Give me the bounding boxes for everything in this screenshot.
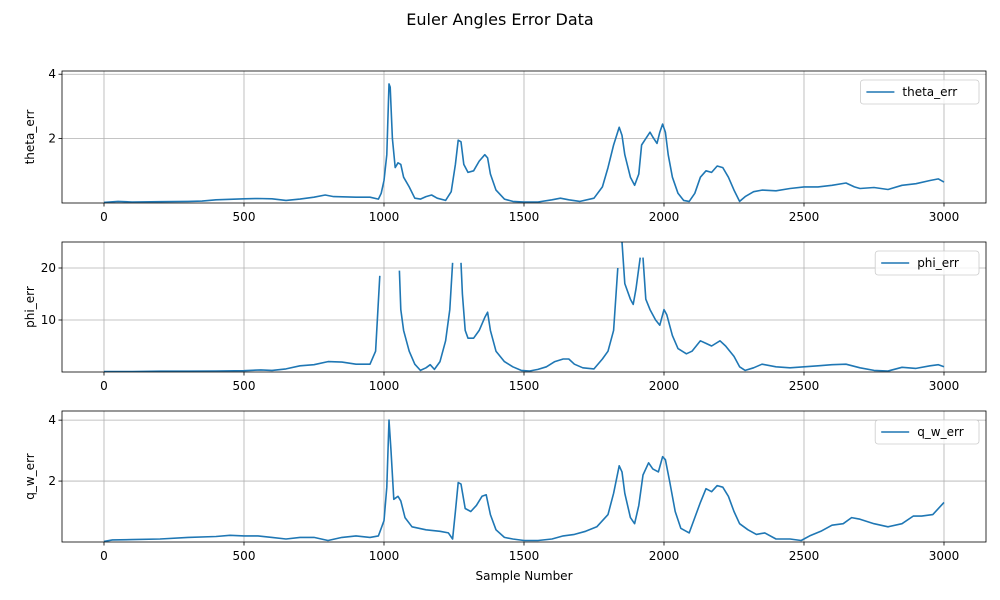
y-tick-label: 2 bbox=[48, 474, 56, 488]
y-axis-label: phi_err bbox=[23, 286, 37, 328]
legend-label: q_w_err bbox=[917, 425, 964, 439]
y-tick-label: 20 bbox=[41, 261, 56, 275]
x-tick-label: 500 bbox=[233, 379, 256, 393]
x-tick-label: 2000 bbox=[649, 210, 680, 224]
subplot-2: 0 500 1000 1500 2000 2500 3000 10 20 phi_err phi_e… bbox=[23, 241, 987, 393]
legend-label: theta_err bbox=[902, 85, 957, 99]
x-tick-label: 1500 bbox=[509, 379, 540, 393]
x-tick-label: 2000 bbox=[649, 379, 680, 393]
x-tick-label: 1000 bbox=[369, 210, 400, 224]
series-line-q_w_err bbox=[103, 419, 945, 542]
series-line-phi_err bbox=[104, 242, 945, 372]
x-axis-label: Sample Number bbox=[475, 569, 572, 583]
legend: theta_err bbox=[860, 79, 980, 105]
legend-box bbox=[860, 79, 980, 105]
x-tick-label: 500 bbox=[233, 549, 256, 563]
series-line-theta_err bbox=[103, 83, 945, 203]
y-axis-label: q_w_err bbox=[23, 453, 37, 500]
y-tick-label: 2 bbox=[48, 132, 56, 146]
x-tick-label: 0 bbox=[100, 210, 108, 224]
y-axis-label: theta_err bbox=[23, 110, 37, 165]
x-tick-label: 1000 bbox=[369, 379, 400, 393]
x-tick-label: 2500 bbox=[789, 210, 820, 224]
x-tick-label: 1000 bbox=[369, 549, 400, 563]
y-tick-label: 4 bbox=[48, 67, 56, 81]
x-tick-label: 0 bbox=[100, 549, 108, 563]
x-tick-label: 3000 bbox=[929, 210, 960, 224]
y-tick-label: 10 bbox=[41, 313, 56, 327]
legend: phi_err bbox=[874, 250, 980, 276]
legend-box bbox=[874, 419, 980, 445]
x-tick-label: 2000 bbox=[649, 549, 680, 563]
x-tick-label: 1500 bbox=[509, 549, 540, 563]
legend-box bbox=[874, 250, 980, 276]
x-tick-label: 3000 bbox=[929, 379, 960, 393]
x-tick-label: 3000 bbox=[929, 549, 960, 563]
legend-label: phi_err bbox=[917, 256, 959, 270]
figure-title: Euler Angles Error Data bbox=[406, 10, 594, 29]
x-tick-label: 1500 bbox=[509, 210, 540, 224]
x-tick-label: 500 bbox=[233, 210, 256, 224]
legend: q_w_err bbox=[874, 419, 980, 445]
subplot-3: 0 500 1000 1500 2000 2500 3000 2 4 q_w_err Sample … bbox=[23, 410, 987, 583]
y-tick-label: 4 bbox=[48, 413, 56, 427]
x-tick-label: 0 bbox=[100, 379, 108, 393]
x-tick-label: 2500 bbox=[789, 549, 820, 563]
subplot-1: 0 500 1000 1500 2000 2500 300024theta_errtheta… bbox=[23, 67, 987, 224]
x-tick-label: 2500 bbox=[789, 379, 820, 393]
